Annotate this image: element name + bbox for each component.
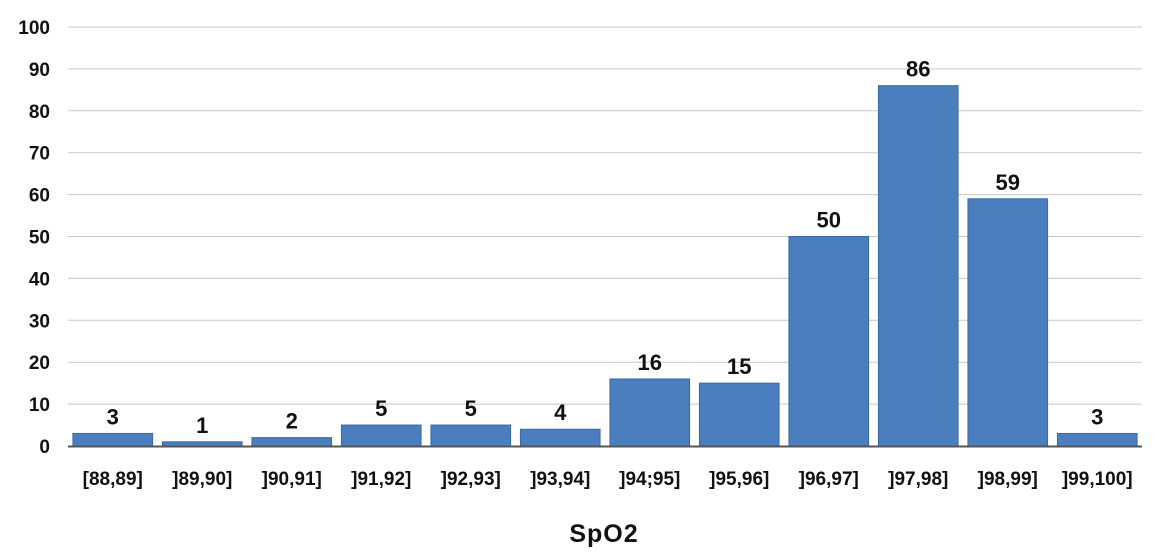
bar <box>788 236 870 447</box>
y-axis-ticks: 0 10 20 30 40 50 60 70 80 90 100 <box>18 18 50 458</box>
bar <box>430 424 512 447</box>
data-label: 5 <box>465 396 477 421</box>
x-axis-categories: [88,89] ]89,90] ]90,91] ]91,92] ]92,93] ]93,9… <box>83 469 1133 490</box>
bars <box>72 85 1138 447</box>
x-category-label: [88,89] <box>83 469 143 490</box>
bar <box>161 441 243 447</box>
x-category-label: ]90,91] <box>262 469 322 490</box>
x-category-label: ]94;95] <box>619 469 680 490</box>
data-label: 2 <box>286 409 298 434</box>
x-category-label: ]95,96] <box>709 469 769 490</box>
bar <box>967 198 1049 447</box>
gridlines <box>68 26 1142 405</box>
y-tick-label: 50 <box>29 228 50 249</box>
data-label: 3 <box>1091 404 1103 429</box>
bar <box>877 85 959 447</box>
x-category-label: ]98,99] <box>978 469 1038 490</box>
y-tick-label: 70 <box>29 144 50 165</box>
y-tick-label: 10 <box>29 395 50 416</box>
data-label: 3 <box>107 404 119 429</box>
y-tick-label: 90 <box>29 60 50 81</box>
data-label: 16 <box>638 350 662 375</box>
x-category-label: ]99,100] <box>1062 469 1133 490</box>
x-category-label: ]91,92] <box>351 469 411 490</box>
bar <box>609 378 691 447</box>
y-tick-label: 0 <box>39 437 50 458</box>
data-label: 59 <box>996 170 1020 195</box>
data-label: 1 <box>196 413 208 438</box>
x-category-label: ]96,97] <box>799 469 859 490</box>
x-category-label: ]92,93] <box>441 469 501 490</box>
data-label: 5 <box>375 396 387 421</box>
bar <box>251 437 333 447</box>
y-tick-label: 60 <box>29 186 50 207</box>
data-labels: 3 1 2 5 5 4 16 15 50 86 59 3 <box>107 57 1104 438</box>
y-tick-label: 20 <box>29 353 50 374</box>
bar <box>698 382 780 447</box>
data-label: 50 <box>817 208 841 233</box>
y-tick-label: 40 <box>29 269 50 290</box>
bar <box>519 428 601 447</box>
y-tick-label: 100 <box>18 18 50 39</box>
bar <box>1056 432 1138 447</box>
data-label: 86 <box>906 57 930 82</box>
y-tick-label: 30 <box>29 311 50 332</box>
data-label: 4 <box>554 400 567 425</box>
y-tick-label: 80 <box>29 102 50 123</box>
x-category-label: ]97,98] <box>888 469 948 490</box>
x-category-label: ]93,94] <box>530 469 590 490</box>
bar <box>72 432 154 447</box>
data-label: 15 <box>727 354 751 379</box>
bar <box>340 424 422 447</box>
x-axis-title: SpO2 <box>569 520 638 548</box>
x-category-label: ]89,90] <box>172 469 232 490</box>
